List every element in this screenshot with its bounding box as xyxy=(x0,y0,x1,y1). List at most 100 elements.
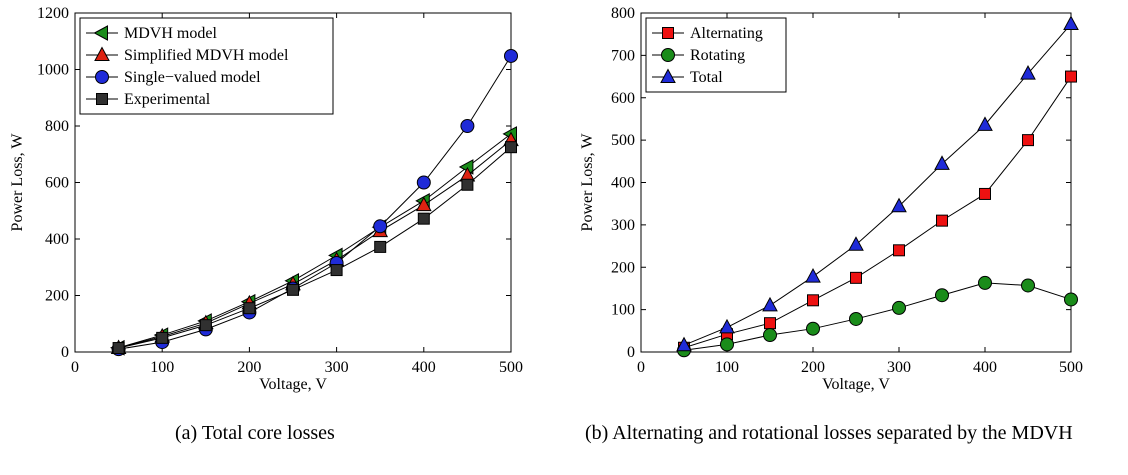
legend-label: Simplified MDVH model xyxy=(124,47,289,64)
y-tick-label: 800 xyxy=(45,118,69,135)
x-tick-label: 100 xyxy=(150,359,174,376)
data-point xyxy=(1020,65,1036,80)
y-axis-label: Power Loss, W xyxy=(579,133,596,232)
legend-marker xyxy=(93,25,108,41)
data-point xyxy=(199,319,212,332)
legend-box xyxy=(79,17,334,115)
data-point xyxy=(892,300,906,315)
data-point xyxy=(936,214,948,227)
x-tick-label: 500 xyxy=(499,359,523,376)
data-point xyxy=(893,244,905,257)
y-tick-label: 300 xyxy=(611,217,635,234)
x-tick-label: 300 xyxy=(325,359,349,376)
data-point xyxy=(891,197,907,213)
series-line xyxy=(118,146,512,349)
y-tick-label: 0 xyxy=(627,344,635,361)
y-tick-label: 200 xyxy=(611,259,635,276)
y-tick-label: 400 xyxy=(45,231,69,248)
legend-label: Single−valued model xyxy=(124,69,261,86)
y-tick-label: 600 xyxy=(611,90,635,107)
y-tick-label: 500 xyxy=(611,132,635,149)
legend-label: Alternating xyxy=(690,25,763,42)
x-tick-label: 0 xyxy=(71,359,79,376)
data-point xyxy=(935,288,949,303)
series-line xyxy=(118,139,512,349)
data-point xyxy=(1064,292,1078,307)
x-tick-label: 300 xyxy=(887,359,911,376)
legend-label: Total xyxy=(690,69,723,86)
x-tick-label: 0 xyxy=(637,359,645,376)
legend-marker xyxy=(96,93,108,105)
x-tick-label: 500 xyxy=(1059,359,1083,376)
chart-total-core-losses: 0 100 200 300 400 500 0 200 400 600 800 1000 1200 Vol… xyxy=(9,5,523,393)
data-point xyxy=(805,268,821,283)
caption-b: (b) Alternating and rotational losses se… xyxy=(585,422,1073,444)
data-point xyxy=(1022,134,1034,147)
x-tick-label: 400 xyxy=(973,359,997,376)
data-point xyxy=(1065,70,1077,83)
x-tick-label: 200 xyxy=(237,359,261,376)
legend-label: Rotating xyxy=(690,47,745,64)
series-line xyxy=(683,282,1072,351)
data-point xyxy=(977,116,993,131)
x-axis-label: Voltage, V xyxy=(259,376,327,393)
legend-marker xyxy=(662,27,674,39)
data-point xyxy=(850,271,862,284)
x-tick-label: 400 xyxy=(412,359,436,376)
legend-marker xyxy=(661,48,675,62)
data-point xyxy=(156,331,169,344)
data-point xyxy=(676,336,692,352)
y-tick-label: 400 xyxy=(611,175,635,192)
y-tick-label: 100 xyxy=(611,302,635,319)
legend-marker xyxy=(660,68,676,83)
data-point xyxy=(720,337,734,352)
series-line xyxy=(118,133,512,349)
data-point xyxy=(979,187,991,200)
series-line xyxy=(683,76,1072,349)
data-point xyxy=(417,212,430,225)
data-point xyxy=(1021,278,1035,293)
data-point xyxy=(763,328,777,343)
data-point xyxy=(416,175,431,190)
data-point xyxy=(373,219,388,234)
y-tick-label: 1000 xyxy=(37,62,69,79)
data-point xyxy=(415,196,432,212)
data-point xyxy=(287,283,299,296)
series-line xyxy=(118,55,512,350)
caption-a: (a) Total core losses xyxy=(175,422,335,444)
legend-label: MDVH model xyxy=(124,25,217,42)
data-point xyxy=(762,296,778,312)
x-axis-label: Voltage, V xyxy=(822,376,890,393)
y-tick-label: 800 xyxy=(611,5,635,22)
data-point xyxy=(461,178,474,191)
data-point xyxy=(330,264,343,277)
data-point xyxy=(806,321,820,336)
chart-alternating-rotational-losses: 0 100 200 300 400 500 0 100 200 300 400 500 600 700 80… xyxy=(579,5,1083,393)
data-point xyxy=(849,311,863,326)
data-point xyxy=(807,294,819,307)
data-point xyxy=(978,275,992,290)
data-point xyxy=(374,240,387,253)
legend-label: Experimental xyxy=(124,91,211,108)
y-tick-label: 600 xyxy=(45,175,69,192)
data-point xyxy=(934,155,950,170)
data-point xyxy=(112,342,125,355)
legend-marker xyxy=(95,70,109,84)
x-tick-label: 200 xyxy=(801,359,825,376)
legend-marker xyxy=(94,46,110,61)
data-point xyxy=(764,317,776,330)
data-point xyxy=(1063,15,1079,31)
y-tick-label: 200 xyxy=(45,288,69,305)
data-point xyxy=(243,302,256,315)
y-axis-label: Power Loss, W xyxy=(9,133,26,232)
data-point xyxy=(719,318,735,334)
data-point xyxy=(504,48,518,63)
y-tick-label: 0 xyxy=(61,344,69,361)
data-point xyxy=(460,119,475,133)
y-tick-label: 700 xyxy=(611,47,635,64)
data-point xyxy=(848,236,864,251)
y-tick-label: 1200 xyxy=(37,5,69,22)
series-line xyxy=(683,23,1072,346)
x-tick-label: 100 xyxy=(715,359,739,376)
data-point xyxy=(505,141,517,154)
